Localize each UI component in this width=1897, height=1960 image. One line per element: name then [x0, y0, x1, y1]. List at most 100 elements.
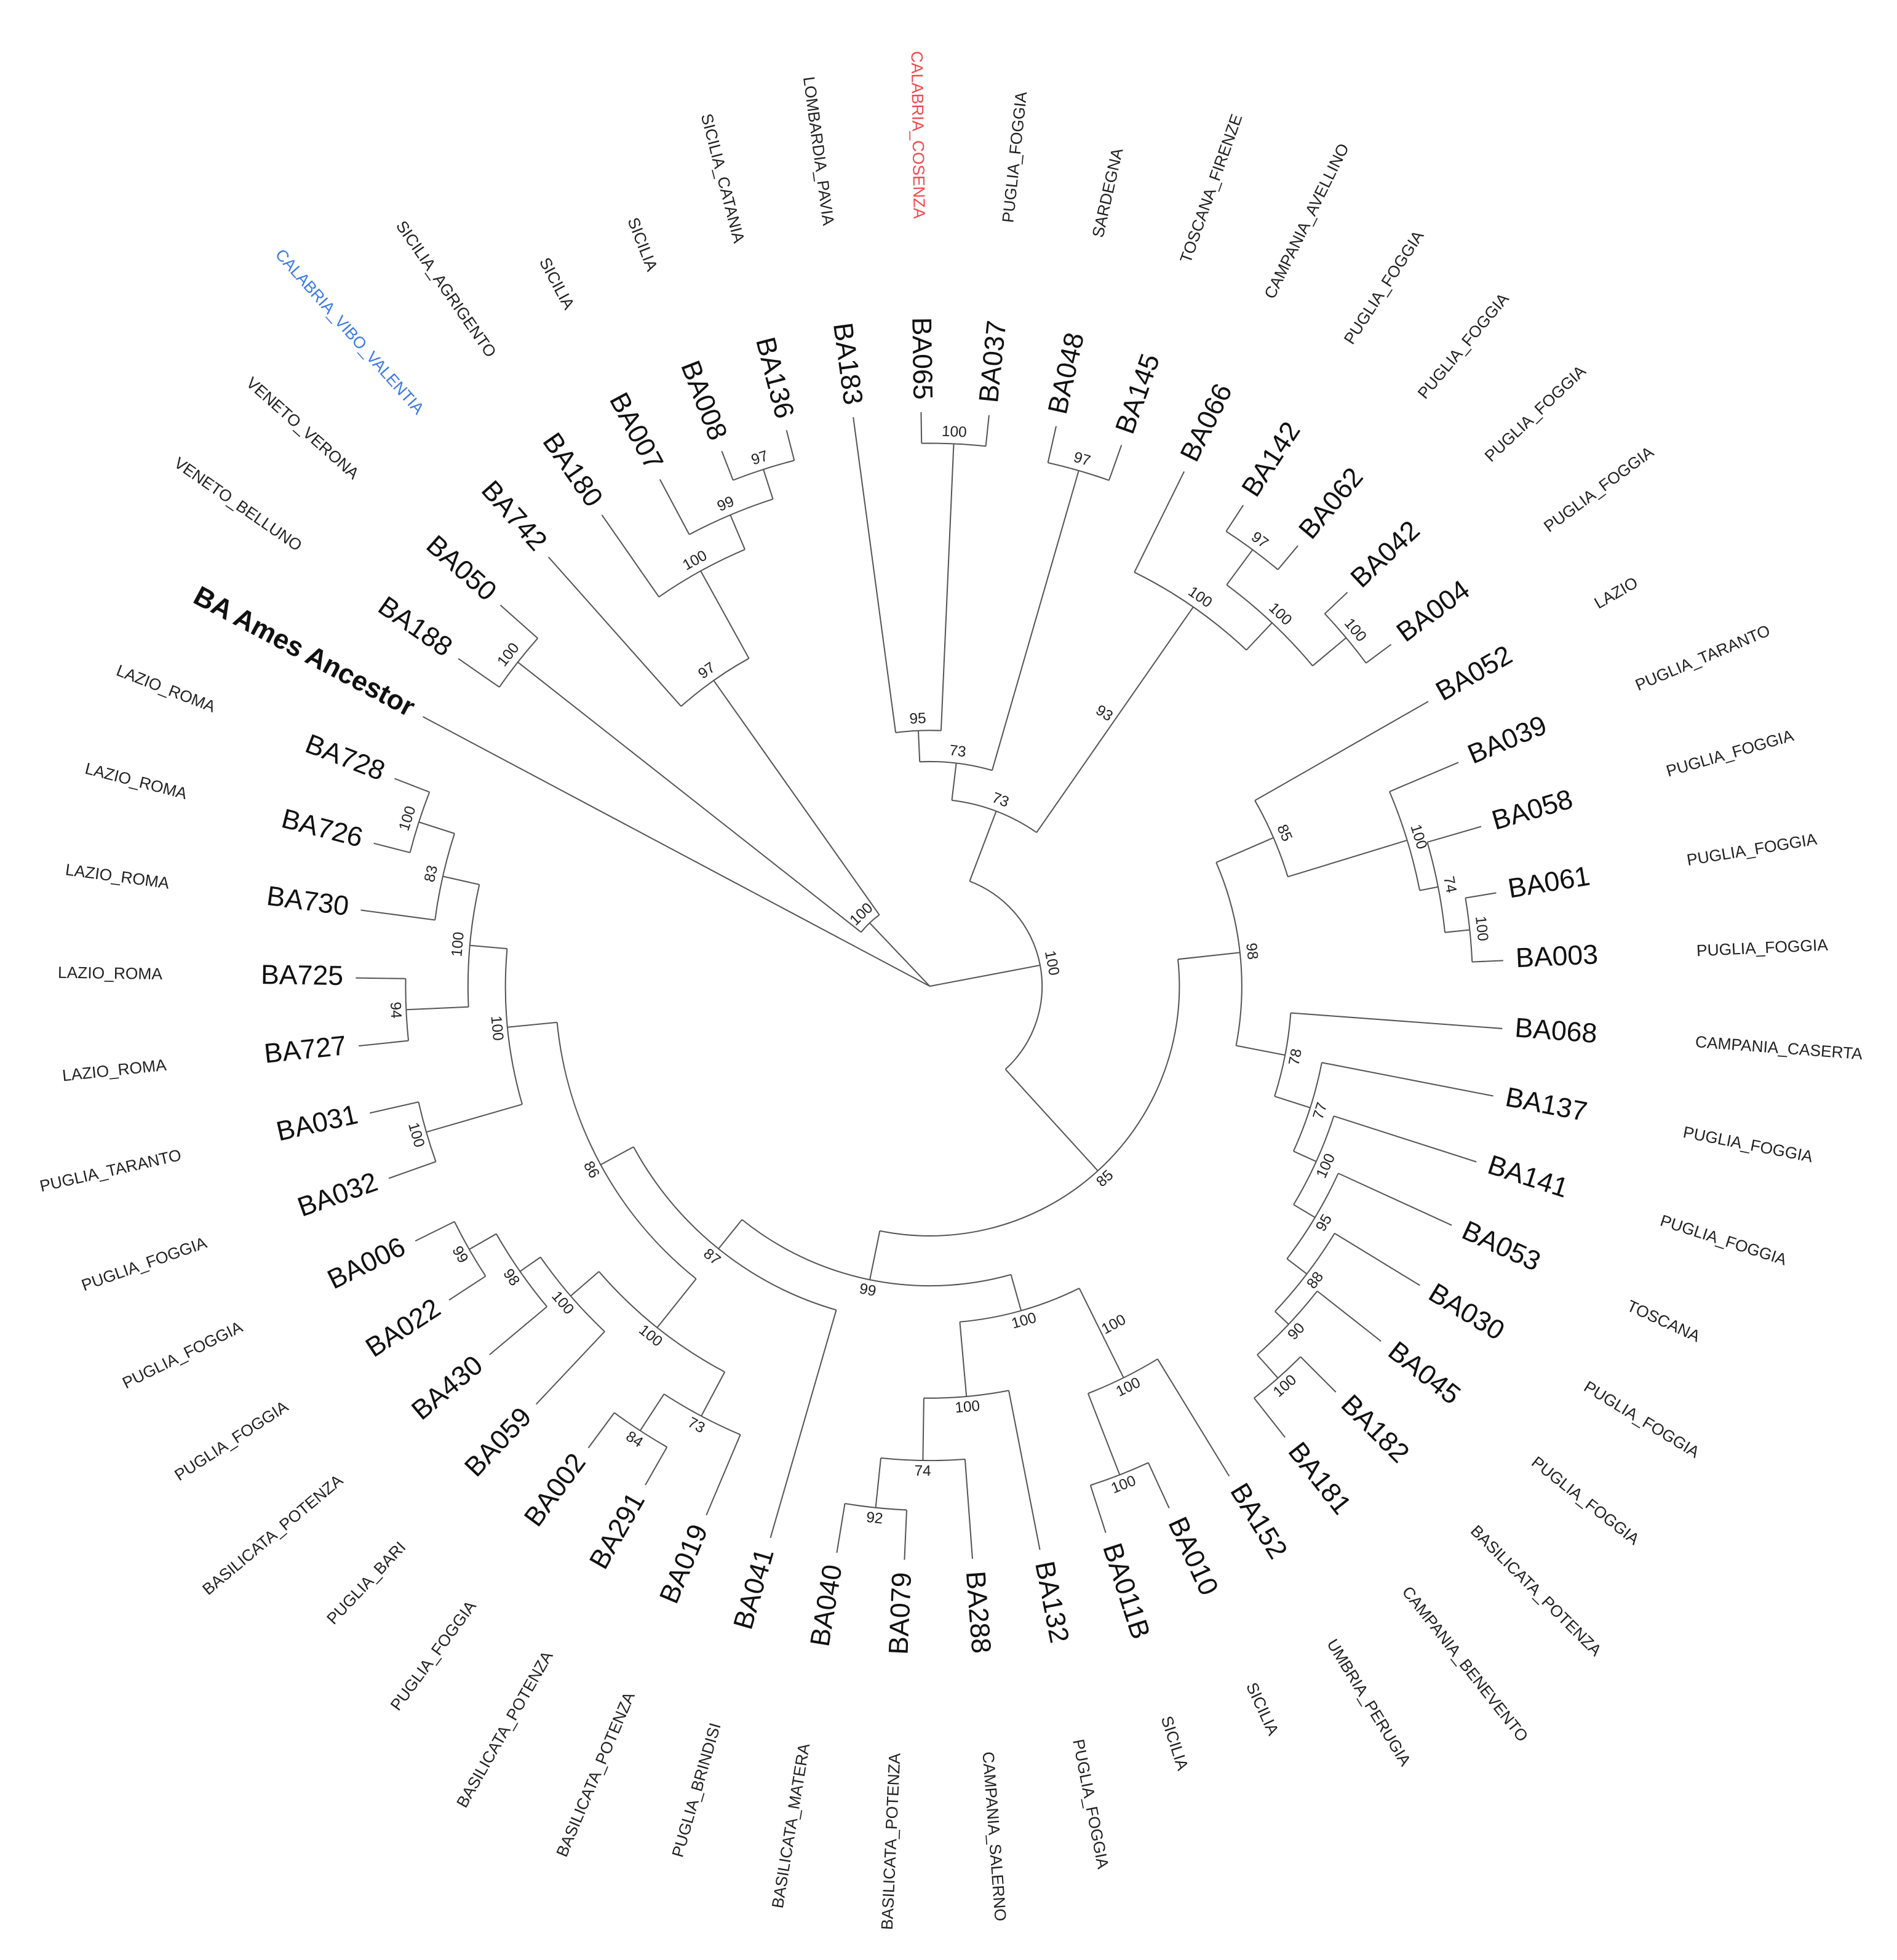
region-label: UMBRIA_PERUGIA	[1323, 1636, 1415, 1769]
bootstrap-value: 93	[1093, 702, 1116, 725]
branch-arc	[1286, 1173, 1339, 1259]
bootstrap-value: 100	[396, 804, 419, 833]
leaf-label: BA142	[1236, 416, 1306, 502]
branch	[1177, 952, 1240, 960]
branch	[1257, 1354, 1279, 1379]
region-label: PUGLIA_FOGGIA	[1685, 830, 1818, 869]
branch-arc	[1292, 1062, 1322, 1152]
branch	[700, 570, 750, 659]
leaf-label: BA068	[1514, 1013, 1598, 1049]
region-label: PUGLIA_FOGGIA	[998, 90, 1030, 223]
bootstrap-value: 100	[1113, 1374, 1143, 1400]
region-label: VENETO_VERONA	[243, 373, 363, 483]
leaf-label: BA728	[301, 728, 389, 786]
bootstrap-value: 97	[749, 448, 770, 469]
branch	[356, 977, 406, 979]
region-label: BASILICATA_POTENZA	[552, 1689, 638, 1860]
leaf-label: BA141	[1484, 1150, 1572, 1204]
branch	[1010, 1274, 1022, 1311]
branch	[442, 875, 480, 885]
leaf-label: BA726	[279, 803, 366, 853]
region-label: PUGLIA_FOGGIA	[387, 1597, 480, 1714]
branch	[373, 842, 410, 853]
bootstrap-value: 100	[941, 423, 967, 441]
leaf-label: BA006	[323, 1232, 410, 1295]
leaf-label: BA058	[1489, 784, 1576, 835]
branch	[570, 1271, 600, 1297]
branch	[964, 1459, 973, 1559]
branch	[853, 417, 897, 733]
leaf-label: BA725	[261, 960, 344, 991]
region-label: SICILIA_AGRIGENTO	[392, 217, 500, 361]
branch-arc	[880, 959, 1180, 1237]
branch	[639, 1393, 665, 1432]
leaf-label: BA180	[537, 428, 609, 512]
branch	[418, 821, 455, 834]
leaf-label: BA052	[1431, 640, 1517, 707]
leaf-label: BA065	[906, 317, 937, 400]
branch	[600, 1146, 634, 1166]
region-label: PUGLIA_FOGGIA	[1581, 1377, 1703, 1462]
bootstrap-value: 100	[1099, 1311, 1129, 1337]
bootstrap-value: 95	[909, 710, 926, 727]
region-label: LAZIO_ROMA	[58, 963, 163, 983]
branch	[360, 909, 435, 921]
branch	[730, 514, 746, 550]
branch	[1293, 1204, 1316, 1218]
branch-arc	[599, 1271, 725, 1373]
region-label: PUGLIA_FOGGIA	[79, 1233, 209, 1294]
leaf-label: BA152	[1224, 1478, 1293, 1564]
region-label: BASILICATA_POTENZA	[453, 1647, 557, 1811]
branch	[721, 450, 734, 480]
leaf-label: BA136	[750, 334, 800, 421]
branch	[1316, 1290, 1382, 1342]
branch	[1300, 1356, 1337, 1393]
branch	[1225, 504, 1244, 532]
branch	[1157, 1358, 1230, 1477]
leaf-label: BA066	[1175, 379, 1238, 466]
leaf-label: BA288	[960, 1570, 996, 1654]
leaf-label: BA132	[1029, 1559, 1075, 1646]
leaf-label: BA059	[459, 1402, 538, 1483]
branch	[951, 763, 957, 801]
branch	[1334, 1232, 1420, 1286]
bootstrap-value: 99	[715, 493, 736, 515]
bootstrap-value: 74	[1440, 875, 1460, 894]
region-label: SICILIA	[1243, 1679, 1283, 1738]
bootstrap-value: 100	[548, 1288, 577, 1318]
region-label: PUGLIA_FOGGIA	[1528, 1452, 1643, 1548]
region-label: PUGLIA_FOGGIA	[1658, 1211, 1789, 1269]
region-label: BASILICATA_POTENZA	[878, 1753, 904, 1930]
branch	[645, 1446, 668, 1486]
leaf-label: BA050	[421, 530, 503, 607]
branch	[763, 469, 774, 500]
branch	[469, 1233, 497, 1250]
region-label: PUGLIA_BARI	[323, 1538, 409, 1628]
branch	[969, 811, 997, 882]
region-label: PUGLIA_FOGGIA	[1340, 227, 1428, 348]
branch	[1004, 1069, 1099, 1171]
leaf-label: BA430	[406, 1350, 488, 1426]
branch-arc	[504, 949, 523, 1105]
region-label: PUGLIA_FOGGIA	[1414, 289, 1513, 402]
region-label: LAZIO	[1591, 573, 1641, 613]
branch	[415, 1221, 455, 1242]
bootstrap-value: 88	[1303, 1269, 1327, 1292]
bootstrap-value: 100	[1341, 615, 1370, 645]
branch	[469, 944, 507, 950]
leaf-label: BA045	[1383, 1336, 1466, 1410]
branch	[1427, 826, 1482, 843]
leaf-label: BA053	[1458, 1215, 1545, 1277]
leaf-label: BA048	[1043, 330, 1090, 416]
leaf-label: BA061	[1506, 861, 1592, 904]
branch	[718, 1219, 743, 1249]
leaf-label: BA007	[603, 388, 669, 474]
branch	[959, 1321, 968, 1397]
branch	[1321, 1062, 1493, 1097]
branch	[1008, 1390, 1041, 1550]
bootstrap-value: 87	[700, 1245, 723, 1269]
branch	[1277, 545, 1298, 570]
branch	[1287, 839, 1407, 878]
region-label: BASILICATA_POTENZA	[1467, 1521, 1605, 1660]
branch-arc	[741, 1219, 1011, 1287]
